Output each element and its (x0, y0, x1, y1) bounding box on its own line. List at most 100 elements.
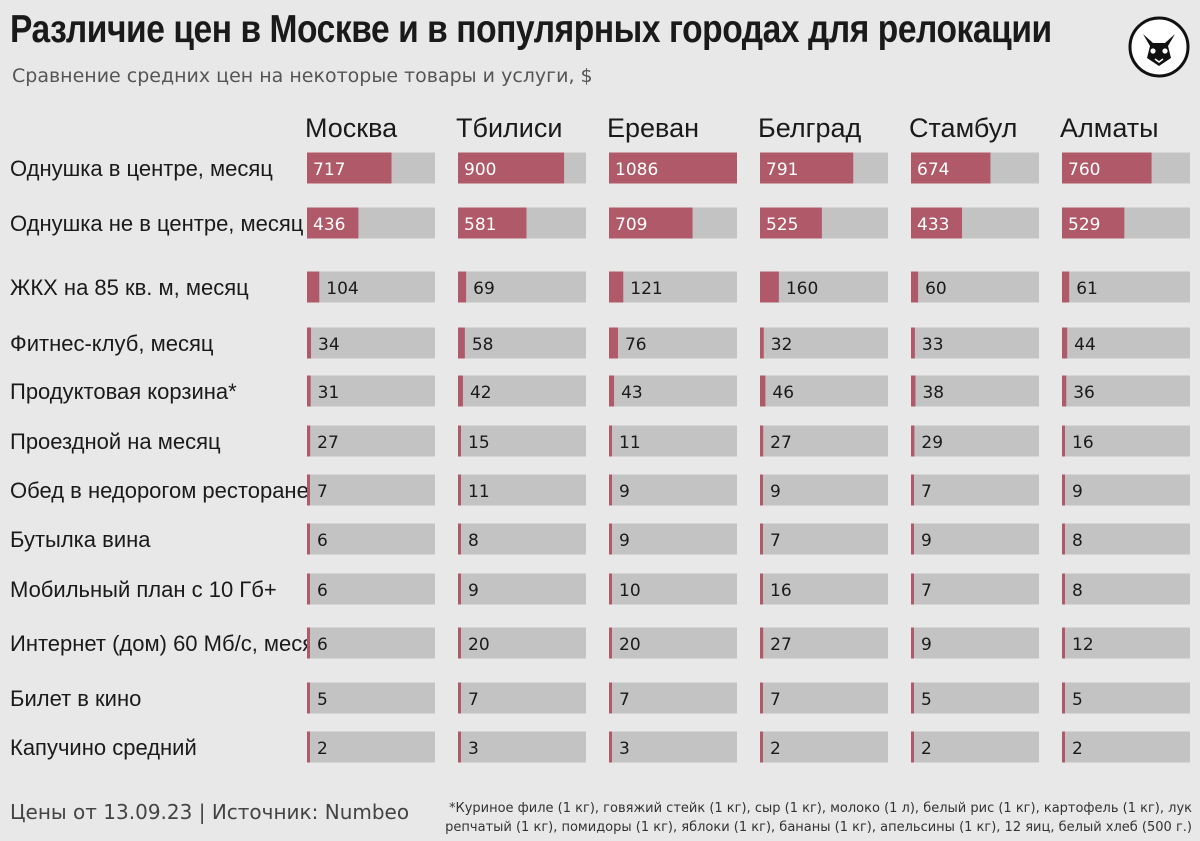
value-label: 36 (1073, 383, 1095, 403)
value-label: 11 (619, 433, 641, 453)
value-label: 7 (317, 482, 328, 502)
bar-track (911, 523, 1039, 555)
bar-fill (458, 627, 461, 659)
bar-fill (609, 327, 618, 359)
bar-track (760, 627, 888, 659)
value-label: 5 (1072, 690, 1083, 710)
value-label: 9 (619, 531, 630, 551)
value-label: 7 (770, 690, 781, 710)
row-label: Мобильный план с 10 Гб+ (10, 577, 277, 602)
bar-track (1062, 425, 1190, 457)
bar-fill (1062, 523, 1065, 555)
bar-track (1062, 627, 1190, 659)
bar-track (307, 682, 435, 714)
bar-fill (458, 152, 565, 184)
footnote: *Куриное филе (1 кг), говяжий стейк (1 к… (445, 801, 1192, 835)
value-label: 46 (772, 383, 794, 403)
bar-track (307, 627, 435, 659)
bar-track (760, 523, 888, 555)
value-label: 7 (770, 531, 781, 551)
bar-fill (911, 573, 914, 605)
bar-fill (1062, 627, 1065, 659)
bar-fill (760, 152, 854, 184)
bar-track (458, 425, 586, 457)
bar-track (609, 327, 737, 359)
bar-track (609, 682, 737, 714)
value-label: 791 (766, 160, 798, 180)
bar-track (911, 375, 1039, 407)
value-label: 529 (1068, 215, 1100, 235)
bar-fill (458, 327, 465, 359)
bar-fill (609, 474, 612, 506)
value-label: 3 (619, 739, 630, 759)
value-label: 31 (318, 383, 340, 403)
bar-track (458, 474, 586, 506)
value-label: 581 (464, 215, 496, 235)
value-label: 8 (1072, 581, 1083, 601)
bar-fill (1062, 152, 1152, 184)
row-label: Интернет (дом) 60 Мб/с, месяц (10, 631, 327, 656)
bar-track (760, 474, 888, 506)
value-label: 76 (625, 335, 647, 355)
bar-fill (609, 573, 612, 605)
value-label: 9 (619, 482, 630, 502)
row-label: ЖКХ на 85 кв. м, месяц (10, 275, 249, 300)
bar-track (1062, 573, 1190, 605)
bar-fill (307, 375, 311, 407)
bar-track (458, 573, 586, 605)
value-label: 15 (468, 433, 490, 453)
value-label: 6 (317, 635, 328, 655)
bar-fill (911, 327, 915, 359)
value-label: 7 (921, 482, 932, 502)
bar-track (458, 375, 586, 407)
value-label: 160 (786, 279, 818, 299)
row-label: Однушка не в центре, месяц (10, 211, 304, 236)
value-label: 5 (921, 690, 932, 710)
bar-track (609, 523, 737, 555)
bar-track (760, 425, 888, 457)
bar-fill (458, 375, 463, 407)
value-label: 717 (313, 160, 345, 180)
bar-track (307, 327, 435, 359)
bar-fill (911, 731, 914, 763)
value-label: 6 (317, 531, 328, 551)
city-header: Белград (758, 113, 861, 143)
value-label: 674 (917, 160, 949, 180)
bar-fill (609, 207, 693, 239)
bar-track (458, 682, 586, 714)
bar-fill (1062, 375, 1067, 407)
row-label: Продуктовая корзина* (10, 379, 237, 404)
value-label: 58 (472, 335, 494, 355)
value-label: 44 (1074, 335, 1096, 355)
value-label: 8 (468, 531, 479, 551)
bar-fill (1062, 271, 1070, 303)
price-comparison-chart: Москва Тбилиси Ереван Белград Стамбул Алматы О… (10, 113, 1190, 763)
bar-fill (1062, 682, 1065, 714)
bar-fill (609, 682, 612, 714)
row-label: Проездной на месяц (10, 429, 221, 454)
value-label: 8 (1072, 531, 1083, 551)
bar-fill (1062, 474, 1065, 506)
value-label: 6 (317, 581, 328, 601)
bar-fill (1062, 327, 1068, 359)
value-label: 7 (921, 581, 932, 601)
value-label: 69 (473, 279, 495, 299)
bar-fill (307, 474, 310, 506)
bar-track (911, 327, 1039, 359)
bar-fill (911, 682, 914, 714)
bar-fill (760, 731, 763, 763)
value-label: 436 (313, 215, 345, 235)
value-label: 33 (922, 335, 944, 355)
bar-track (911, 573, 1039, 605)
bar-track (609, 731, 737, 763)
bar-track (307, 731, 435, 763)
bar-track (1062, 327, 1190, 359)
bar-fill (760, 573, 763, 605)
bar-fill (307, 627, 310, 659)
value-label: 9 (770, 482, 781, 502)
row-label: Бутылка вина (10, 527, 151, 552)
bar-track (760, 573, 888, 605)
bar-fill (307, 573, 310, 605)
value-label: 12 (1072, 635, 1094, 655)
value-label: 38 (922, 383, 944, 403)
